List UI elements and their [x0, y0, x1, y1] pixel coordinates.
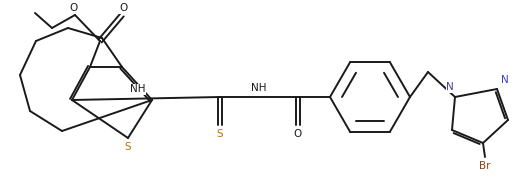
- Text: NH: NH: [130, 85, 146, 95]
- Text: O: O: [70, 3, 78, 13]
- Text: S: S: [125, 142, 132, 152]
- Text: Br: Br: [479, 161, 491, 171]
- Text: NH: NH: [251, 83, 267, 93]
- Text: O: O: [120, 3, 128, 13]
- Text: O: O: [294, 129, 302, 139]
- Text: N: N: [501, 75, 509, 85]
- Text: S: S: [217, 129, 223, 139]
- Text: N: N: [446, 82, 454, 92]
